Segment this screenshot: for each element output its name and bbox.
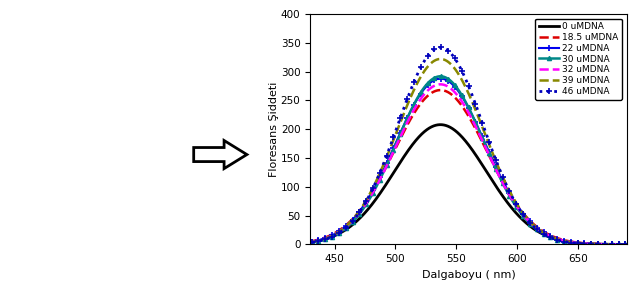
0 uMDNA (437, 123, 444, 126)
30 uMDNA (625, 243, 633, 246)
22 uMDNA (437, 77, 444, 80)
22 uMDNA (625, 243, 633, 246)
46 uMDNA (625, 243, 633, 246)
39 uMDNA (460, 82, 468, 85)
32 uMDNA (311, 239, 319, 243)
32 uMDNA (625, 243, 633, 246)
0 uMDNA (625, 243, 633, 246)
32 uMDNA (563, 240, 570, 243)
39 uMDNA (294, 242, 302, 245)
Line: 32 uMDNA: 32 uMDNA (298, 84, 633, 244)
0 uMDNA (625, 243, 633, 246)
46 uMDNA (563, 240, 570, 244)
46 uMDNA (625, 243, 633, 246)
0 uMDNA (294, 242, 302, 245)
22 uMDNA (451, 85, 459, 89)
0 uMDNA (563, 240, 570, 243)
30 uMDNA (625, 243, 633, 246)
Legend: 0 uMDNA, 18.5 uMDNA, 22 uMDNA, 30 uMDNA, 32 uMDNA, 39 uMDNA, 46 uMDNA: 0 uMDNA, 18.5 uMDNA, 22 uMDNA, 30 uMDNA,… (536, 19, 622, 100)
32 uMDNA (451, 91, 459, 94)
18.5 uMDNA (294, 241, 302, 245)
39 uMDNA (437, 57, 444, 61)
Y-axis label: Floresans Şiddeti: Floresans Şiddeti (269, 81, 279, 177)
0 uMDNA (460, 137, 468, 141)
22 uMDNA (294, 242, 302, 245)
FancyArrow shape (194, 140, 247, 169)
22 uMDNA (563, 239, 570, 243)
46 uMDNA (311, 240, 319, 244)
39 uMDNA (311, 240, 319, 243)
32 uMDNA (437, 83, 444, 86)
18.5 uMDNA (563, 239, 570, 243)
30 uMDNA (437, 74, 444, 78)
18.5 uMDNA (625, 243, 633, 246)
39 uMDNA (625, 243, 633, 246)
30 uMDNA (294, 242, 302, 245)
X-axis label: Dalgaboyu ( nm): Dalgaboyu ( nm) (422, 270, 515, 280)
Line: 46 uMDNA: 46 uMDNA (295, 45, 633, 247)
22 uMDNA (625, 243, 633, 246)
30 uMDNA (451, 83, 459, 87)
18.5 uMDNA (311, 239, 319, 242)
30 uMDNA (563, 240, 570, 243)
Line: 22 uMDNA: 22 uMDNA (295, 76, 633, 247)
0 uMDNA (311, 240, 319, 243)
39 uMDNA (625, 243, 633, 246)
Line: 30 uMDNA: 30 uMDNA (296, 74, 633, 246)
32 uMDNA (460, 103, 468, 106)
39 uMDNA (563, 240, 570, 243)
30 uMDNA (311, 240, 319, 243)
32 uMDNA (294, 242, 302, 245)
39 uMDNA (451, 67, 459, 71)
46 uMDNA (451, 57, 459, 60)
46 uMDNA (294, 242, 302, 245)
18.5 uMDNA (625, 243, 633, 246)
46 uMDNA (460, 74, 468, 77)
22 uMDNA (460, 98, 468, 101)
0 uMDNA (451, 129, 459, 132)
18.5 uMDNA (451, 96, 459, 99)
Line: 39 uMDNA: 39 uMDNA (298, 59, 633, 244)
18.5 uMDNA (460, 107, 468, 110)
Line: 0 uMDNA: 0 uMDNA (298, 125, 633, 244)
46 uMDNA (437, 46, 444, 49)
18.5 uMDNA (437, 89, 444, 92)
22 uMDNA (311, 239, 319, 243)
30 uMDNA (460, 97, 468, 100)
Line: 18.5 uMDNA: 18.5 uMDNA (298, 90, 633, 244)
32 uMDNA (625, 243, 633, 246)
